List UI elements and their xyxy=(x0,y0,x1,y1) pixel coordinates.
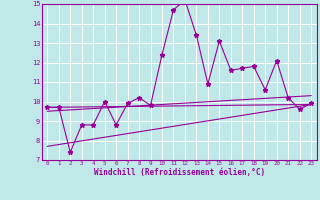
X-axis label: Windchill (Refroidissement éolien,°C): Windchill (Refroidissement éolien,°C) xyxy=(94,168,265,177)
